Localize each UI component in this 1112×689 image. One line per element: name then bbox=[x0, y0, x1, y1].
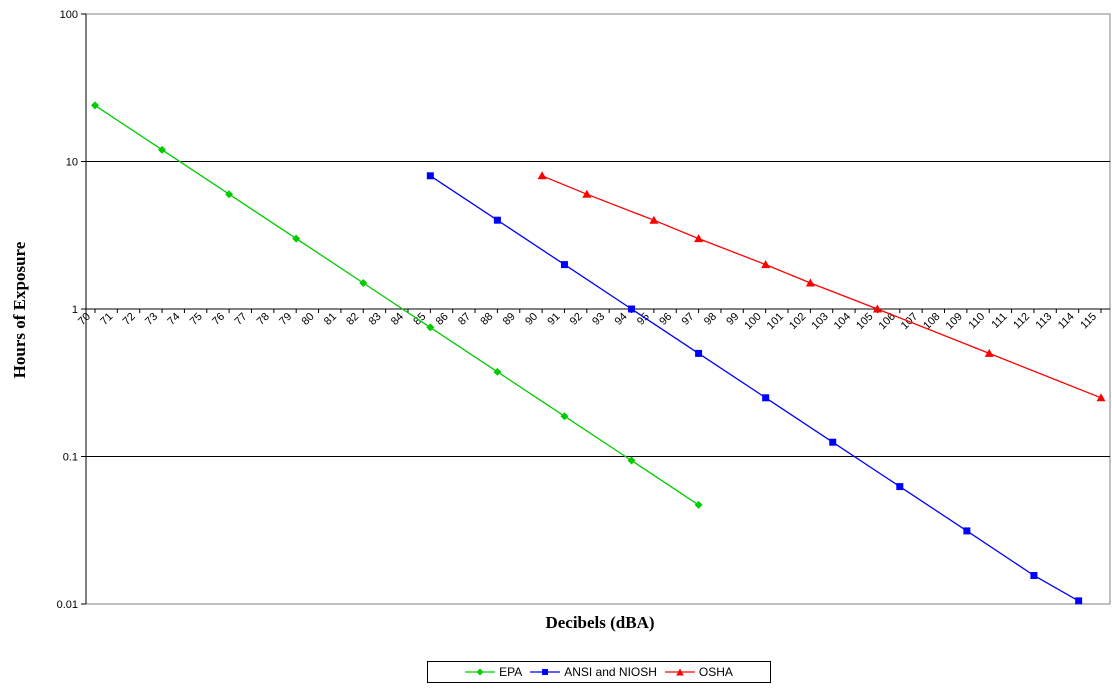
data-point-osha bbox=[582, 189, 592, 198]
data-point-ansi-and-niosh bbox=[1030, 572, 1038, 580]
data-point-ansi-and-niosh bbox=[493, 216, 501, 224]
series-line-epa bbox=[94, 104, 699, 506]
legend-label-ansi-niosh: ANSI and NIOSH bbox=[564, 665, 657, 679]
data-point-ansi-and-niosh bbox=[829, 438, 837, 446]
data-point-epa bbox=[158, 145, 167, 154]
legend-item-ansi-niosh: ANSI and NIOSH bbox=[530, 665, 657, 679]
y-axis-title-wrap: Hours of Exposure bbox=[8, 180, 32, 440]
data-point-ansi-and-niosh bbox=[560, 261, 568, 269]
legend-item-osha: OSHA bbox=[664, 665, 733, 679]
data-point-osha bbox=[761, 260, 771, 269]
y-tick-label: 0.01 bbox=[57, 599, 78, 611]
data-point-epa bbox=[225, 190, 234, 199]
data-point-osha bbox=[872, 304, 882, 313]
data-point-epa bbox=[694, 500, 703, 509]
y-tick-label: 0.1 bbox=[63, 452, 78, 464]
legend-item-epa: EPA bbox=[465, 665, 522, 679]
data-point-epa bbox=[359, 279, 368, 288]
x-axis-title: Decibels (dBA) bbox=[545, 613, 655, 632]
data-point-osha bbox=[694, 234, 704, 243]
data-point-ansi-and-niosh bbox=[762, 394, 770, 402]
data-point-ansi-and-niosh bbox=[896, 483, 904, 491]
legend-swatch-epa bbox=[465, 668, 496, 676]
data-point-epa bbox=[627, 456, 636, 465]
data-point-osha bbox=[1096, 393, 1106, 402]
y-tick-label: 10 bbox=[66, 157, 78, 169]
data-point-epa bbox=[426, 323, 435, 332]
legend-label-osha: OSHA bbox=[698, 665, 733, 679]
data-point-ansi-and-niosh bbox=[426, 172, 434, 180]
data-point-epa bbox=[560, 412, 569, 421]
y-axis-title: Hours of Exposure bbox=[10, 241, 29, 379]
data-point-osha bbox=[805, 278, 815, 287]
data-point-osha bbox=[537, 171, 547, 180]
legend-label-epa: EPA bbox=[499, 665, 523, 679]
legend-swatch-ansi-niosh bbox=[530, 669, 561, 675]
y-tick-label: 100 bbox=[60, 9, 78, 21]
data-point-ansi-and-niosh bbox=[963, 527, 971, 535]
data-point-ansi-and-niosh bbox=[1075, 597, 1083, 605]
data-point-osha bbox=[649, 215, 659, 224]
data-point-ansi-and-niosh bbox=[695, 349, 703, 357]
y-tick-label: 1 bbox=[72, 304, 78, 316]
data-point-epa bbox=[493, 367, 502, 376]
data-point-osha bbox=[984, 348, 994, 357]
data-point-epa bbox=[91, 101, 99, 110]
legend-swatch-osha bbox=[664, 668, 695, 676]
legend: EPA ANSI and NIOSH OSHA bbox=[427, 661, 771, 683]
data-point-ansi-and-niosh bbox=[628, 305, 636, 313]
data-point-epa bbox=[292, 234, 301, 243]
